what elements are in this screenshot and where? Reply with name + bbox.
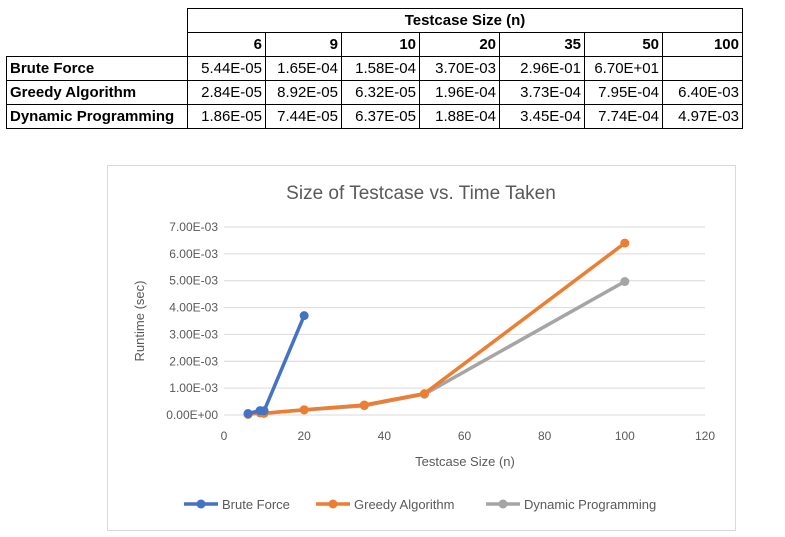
table-cell: 6.70E+01 [584,56,663,81]
table-size-header: 6 [187,32,266,57]
x-tick-label: 120 [695,429,715,443]
table-cell: 2.84E-05 [187,80,266,105]
line-chart: 0.00E+00 1.00E-03 2.00E-03 3.00E-03 4.00E-03… [132,183,715,512]
table-cell: 1.88E-04 [419,104,500,129]
table-size-header-row: 6 9 10 20 35 50 100 [7,32,743,57]
data-point [419,389,429,399]
table-cell: 7.74E-04 [584,104,663,129]
table-cell: 7.95E-04 [584,80,663,105]
table-cell: 1.96E-04 [419,80,500,105]
table-cell: 8.92E-05 [265,80,342,105]
legend-label: Brute Force [222,497,290,512]
results-table-container: Testcase Size (n) 6 9 10 20 35 50 100 Br… [6,8,743,129]
data-point [299,405,309,415]
y-tick-label: 6.00E-03 [169,247,218,261]
chart-area: 0.00E+00 1.00E-03 2.00E-03 3.00E-03 4.00E-03… [107,165,736,531]
legend-label: Greedy Algorithm [354,497,454,512]
table-corner-cell [7,9,188,33]
legend-swatch-marker [328,499,338,509]
x-axis-title: Testcase Size (n) [415,454,515,469]
table-row-label: Dynamic Programming [6,104,188,129]
table-group-header: Testcase Size (n) [187,8,743,33]
series-line [246,313,306,416]
table-row: Brute Force 5.44E-05 1.65E-04 1.58E-04 3… [6,56,743,81]
table-row-label: Brute Force [6,56,188,81]
y-tick-label: 4.00E-03 [169,301,218,315]
y-tick-label: 7.00E-03 [169,220,218,234]
series-line [246,279,627,417]
x-tick-label: 20 [297,429,311,443]
legend-label: Dynamic Programming [524,497,656,512]
data-point [620,238,630,248]
table-cell [662,56,743,81]
y-tick-label: 5.00E-03 [169,274,218,288]
table-size-header: 20 [419,32,500,57]
table-cell: 5.44E-05 [187,56,266,81]
table-row: Greedy Algorithm 2.84E-05 8.92E-05 6.32E… [6,80,743,105]
table-cell: 6.40E-03 [662,80,743,105]
legend-swatch-marker [498,499,508,509]
results-table: Testcase Size (n) 6 9 10 20 35 50 100 Br… [6,8,743,129]
table-size-header: 10 [341,32,420,57]
table-group-header-row: Testcase Size (n) [7,8,743,33]
x-tick-label: 80 [538,429,552,443]
table-cell: 3.45E-04 [499,104,585,129]
y-tick-label: 1.00E-03 [169,381,218,395]
table-row: Dynamic Programming 1.86E-05 7.44E-05 6.… [6,104,743,129]
table-cell: 3.70E-03 [419,56,500,81]
table-corner-cell [7,33,188,57]
legend-swatch-marker [196,499,206,509]
table-cell: 1.65E-04 [265,56,342,81]
y-tick-label: 3.00E-03 [169,327,218,341]
data-point [259,406,269,416]
data-point [359,400,369,410]
table-cell: 1.86E-05 [187,104,266,129]
data-point [299,311,309,321]
table-cell: 6.37E-05 [341,104,420,129]
table-cell: 3.73E-04 [499,80,585,105]
y-tick-label: 2.00E-03 [169,354,218,368]
table-size-header: 9 [265,32,342,57]
y-axis-title: Runtime (sec) [132,281,147,362]
table-cell: 1.58E-04 [341,56,420,81]
x-tick-label: 0 [221,429,228,443]
table-cell: 7.44E-05 [265,104,342,129]
y-tick-label: 0.00E+00 [166,408,218,422]
data-point [243,409,253,419]
table-size-header: 35 [499,32,585,57]
x-tick-label: 60 [458,429,472,443]
table-cell: 2.96E-01 [499,56,585,81]
x-tick-label: 100 [615,429,635,443]
data-point [620,277,630,287]
chart-title: Size of Testcase vs. Time Taken [286,183,556,204]
table-row-label: Greedy Algorithm [6,80,188,105]
table-cell: 4.97E-03 [662,104,743,129]
table-cell: 6.32E-05 [341,80,420,105]
x-tick-label: 40 [378,429,392,443]
table-size-header: 100 [662,32,743,57]
table-size-header: 50 [584,32,663,57]
